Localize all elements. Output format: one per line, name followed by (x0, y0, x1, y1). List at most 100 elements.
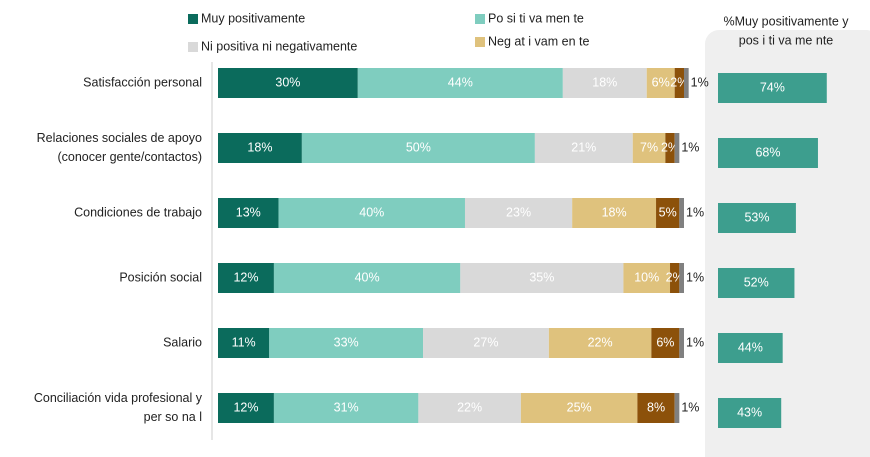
data-label: 6% (652, 75, 670, 89)
data-label: 40% (359, 205, 384, 219)
category-label: Conciliación vida profesional y (34, 391, 203, 405)
bar-segment (646, 68, 675, 98)
side-bar-label: 43% (737, 405, 762, 419)
bar-segment (418, 393, 521, 423)
side-bar (718, 333, 783, 363)
side-bar (718, 398, 782, 428)
category-label: Satisfacción personal (83, 75, 202, 89)
bar-segment (278, 198, 465, 228)
bar-segment (218, 328, 270, 358)
bar-segment (562, 68, 647, 98)
side-bar-label: 53% (744, 210, 769, 224)
bar-segment (679, 198, 684, 228)
data-label: 6% (656, 335, 674, 349)
data-label: 50% (406, 140, 431, 154)
bar-segment (679, 328, 684, 358)
bar-segment (273, 263, 461, 293)
bar-segment (218, 133, 302, 163)
category-label: per so na l (144, 410, 202, 424)
bar-segment (460, 263, 624, 293)
side-bar-label: 68% (755, 145, 780, 159)
bar-segment (218, 68, 358, 98)
side-bar-label: 74% (760, 80, 785, 94)
data-label: 1% (691, 75, 709, 89)
data-label: 10% (634, 270, 659, 284)
data-label: 11% (232, 335, 256, 349)
category-label: Condiciones de trabajo (74, 205, 202, 219)
bar-segment (423, 328, 549, 358)
data-label: 31% (334, 400, 359, 414)
data-label: 2% (661, 140, 679, 154)
side-bar (718, 203, 796, 233)
side-bar-label: 44% (738, 340, 763, 354)
data-label: 23% (506, 205, 531, 219)
legend-label: Ni positiva ni negativamente (201, 39, 357, 53)
legend-swatch (188, 14, 198, 24)
bar-segment (651, 328, 680, 358)
bar-segment (218, 263, 274, 293)
side-panel-title: %Muy positivamente y (723, 14, 849, 28)
bar-segment (674, 68, 684, 98)
bar-segment (670, 263, 680, 293)
bar-segment (674, 133, 680, 163)
data-label: 35% (529, 270, 554, 284)
data-label: 22% (457, 400, 482, 414)
bar-segment (637, 393, 675, 423)
bar-segment (572, 198, 657, 228)
data-label: 18% (592, 75, 617, 89)
bar-segment (623, 263, 671, 293)
data-label: 40% (355, 270, 380, 284)
data-label: 1% (681, 140, 699, 154)
side-bar (718, 268, 795, 298)
data-label: 2% (666, 270, 684, 284)
data-label: 7% (640, 140, 658, 154)
side-bar (718, 138, 818, 168)
legend-label: Muy positivamente (201, 11, 305, 25)
bar-segment (674, 393, 680, 423)
data-label: 2% (670, 75, 688, 89)
legend-label: Po si ti va men te (488, 11, 584, 25)
bar-segment (534, 133, 633, 163)
bar-segment (301, 133, 535, 163)
data-label: 27% (473, 335, 498, 349)
side-panel-title: pos i ti va me nte (739, 33, 834, 47)
bar-segment (632, 133, 666, 163)
data-label: 33% (334, 335, 359, 349)
data-label: 18% (247, 140, 272, 154)
data-label: 1% (686, 205, 704, 219)
bar-segment (464, 198, 573, 228)
legend-label: Neg at i vam en te (488, 34, 589, 48)
data-label: 18% (602, 205, 627, 219)
bar-segment (357, 68, 563, 98)
bar-segment (218, 198, 279, 228)
bar-segment (665, 133, 675, 163)
side-bar-label: 52% (744, 275, 769, 289)
data-label: 12% (233, 270, 258, 284)
bar-segment (679, 263, 684, 293)
data-label: 22% (588, 335, 613, 349)
data-label: 5% (659, 205, 677, 219)
bar-segment (520, 393, 638, 423)
bar-segment (273, 393, 419, 423)
data-label: 25% (567, 400, 592, 414)
category-label: Posición social (119, 270, 202, 284)
bar-segment (656, 198, 680, 228)
bar-segment (269, 328, 424, 358)
data-label: 8% (647, 400, 665, 414)
bar-segment (548, 328, 652, 358)
side-bar (718, 73, 827, 103)
legend-swatch (475, 14, 485, 24)
data-label: 1% (686, 270, 704, 284)
data-label: 1% (686, 335, 704, 349)
data-label: 30% (275, 75, 300, 89)
category-label: Salario (163, 335, 202, 349)
category-label: Relaciones sociales de apoyo (37, 131, 202, 145)
data-label: 1% (681, 400, 699, 414)
legend-swatch (188, 42, 198, 52)
data-label: 21% (571, 140, 596, 154)
data-label: 44% (448, 75, 473, 89)
bar-segment (684, 68, 689, 98)
legend-swatch (475, 37, 485, 47)
data-label: 12% (233, 400, 258, 414)
